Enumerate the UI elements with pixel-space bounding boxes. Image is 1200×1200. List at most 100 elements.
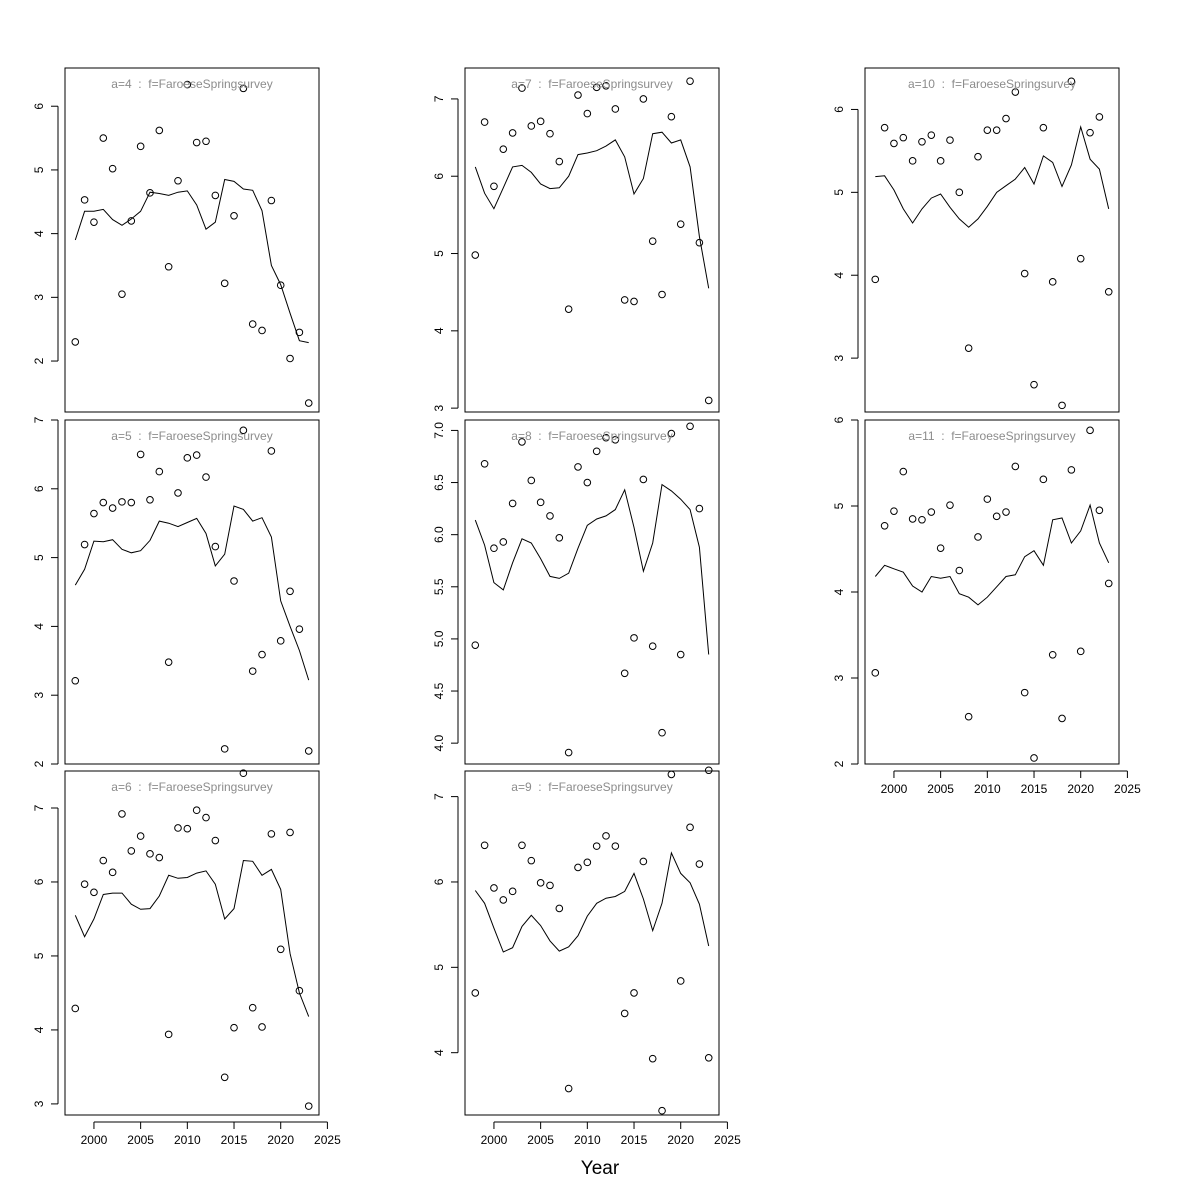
observed-point	[155, 467, 164, 476]
observed-point	[174, 824, 182, 832]
observed-point	[518, 841, 526, 850]
observed-point	[695, 238, 704, 247]
observed-point	[220, 1073, 229, 1082]
observed-point	[80, 540, 89, 549]
observed-point	[118, 498, 126, 506]
panel-2: 3 4 5 6 7 a=7 : f=FaroeseSpringsurvey	[432, 67, 720, 413]
fitted-line	[474, 851, 710, 953]
y-tick-label: 6.0	[432, 526, 446, 543]
panel-title: a=5 : f=FaroeseSpringsurvey	[111, 429, 272, 443]
observed-point	[704, 396, 713, 405]
observed-point	[480, 841, 489, 850]
observed-point	[239, 84, 248, 93]
observed-point	[1020, 688, 1029, 697]
panel-4: 2 3 4 5 6 7 a=5 : f=FaroeseSpringsurvey	[32, 416, 320, 767]
observed-point	[908, 515, 917, 523]
y-tick-label: 4	[32, 1026, 46, 1033]
observed-point	[304, 747, 313, 755]
observed-point	[1058, 714, 1066, 723]
observed-point	[648, 1054, 657, 1063]
observed-point	[1104, 288, 1113, 296]
observed-point	[99, 134, 108, 142]
y-tick-label: 4.0	[432, 734, 446, 751]
observed-point	[639, 95, 648, 103]
y-tick-label: 2	[32, 357, 46, 364]
observed-point	[536, 879, 545, 887]
observed-point	[220, 745, 229, 753]
x-tick-label: 2010	[174, 1133, 201, 1147]
observed-point	[490, 544, 498, 553]
y-tick-label: 3	[832, 674, 846, 681]
panel-frame	[64, 67, 320, 413]
y-tick-label: 5	[32, 554, 46, 561]
x-tick-label: 2005	[927, 782, 954, 796]
x-tick-label: 2000	[81, 1133, 108, 1147]
observed-point	[704, 1054, 713, 1062]
observed-point	[127, 498, 136, 507]
observed-point	[471, 641, 480, 649]
observed-point	[155, 126, 164, 135]
y-tick-label: 6	[432, 878, 446, 885]
observed-point	[267, 830, 276, 838]
y-tick-label: 6	[832, 106, 846, 113]
observed-point	[183, 454, 192, 462]
observed-point	[508, 499, 517, 508]
observed-point	[258, 650, 266, 659]
observed-point	[1039, 123, 1048, 132]
observed-point	[974, 152, 982, 161]
panel-6: 2 3 4 5 6 2000 2005 2010 2015 2020 2025 a=11 : f=Fa…	[832, 416, 1141, 796]
observed-point	[574, 463, 582, 471]
observed-point	[639, 857, 648, 866]
observed-point	[202, 137, 210, 146]
observed-point	[1048, 278, 1057, 286]
fitted-line	[74, 178, 309, 344]
observed-point	[936, 157, 945, 165]
observed-point	[1039, 475, 1048, 484]
observed-point	[602, 832, 610, 840]
observed-point	[267, 196, 276, 205]
observed-point	[1048, 650, 1057, 659]
observed-point	[202, 813, 210, 822]
observed-point	[258, 1023, 266, 1031]
y-tick-label: 3	[32, 1100, 46, 1107]
observed-point	[658, 290, 666, 299]
panel-3: 3 4 5 6 a=10 : f=FaroeseSpringsurvey	[832, 67, 1120, 413]
observed-point	[286, 828, 294, 837]
observed-point	[555, 157, 564, 166]
observed-point	[127, 847, 136, 855]
observed-point	[192, 138, 201, 147]
y-tick-label: 5	[32, 166, 46, 173]
y-tick-label: 3	[32, 294, 46, 301]
y-tick-label: 7	[32, 416, 46, 423]
observed-point	[480, 118, 489, 126]
observed-point	[239, 426, 248, 435]
panel-7: 3 4 5 6 7 2000 2005 2010 2015 2020 2025 a=6 : f=Far…	[32, 769, 341, 1147]
observed-point	[1011, 462, 1020, 471]
observed-point	[890, 139, 898, 148]
fitted-line	[474, 131, 710, 289]
observed-point	[648, 237, 657, 245]
observed-point	[667, 429, 676, 438]
observed-point	[908, 157, 917, 165]
y-tick-label: 7	[432, 793, 446, 800]
y-tick-label: 7.0	[432, 422, 446, 439]
y-tick-label: 5	[832, 502, 846, 509]
observed-point	[583, 858, 592, 867]
y-tick-label: 5.0	[432, 630, 446, 647]
panel-title: a=4 : f=FaroeseSpringsurvey	[111, 77, 272, 91]
observed-point	[164, 262, 173, 271]
observed-point	[686, 823, 694, 832]
fitted-line	[74, 859, 310, 1017]
observed-point	[871, 275, 880, 284]
observed-point	[555, 904, 564, 913]
observed-point	[592, 447, 601, 456]
panel-8: 4 5 6 7 2000 2005 2010 2015 2020 2025 a=9 : f=Faro…	[432, 770, 741, 1147]
observed-point	[676, 220, 685, 228]
observed-point	[146, 496, 154, 504]
y-tick-label: 3	[32, 692, 46, 699]
observed-point	[90, 509, 98, 518]
observed-point	[918, 137, 926, 146]
x-tick-label: 2025	[1114, 782, 1141, 796]
x-tick-label: 2010	[974, 782, 1001, 796]
